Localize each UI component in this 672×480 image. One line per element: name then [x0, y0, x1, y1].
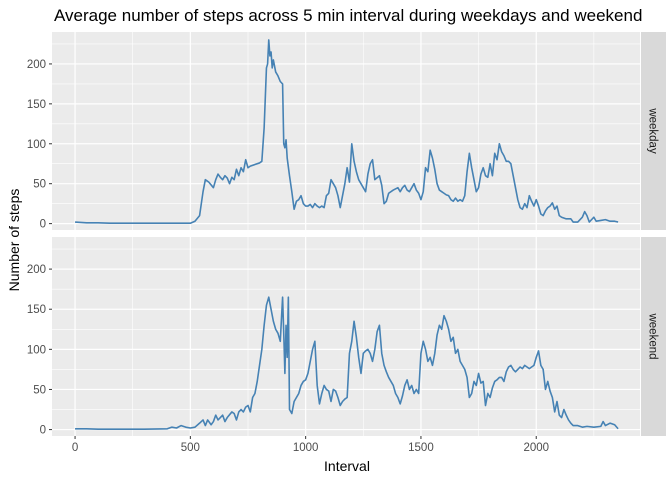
y-tick-label: 100: [27, 344, 46, 356]
y-tick-label: 0: [40, 425, 46, 437]
facet-strip: [641, 237, 666, 436]
x-tick-label: 2000: [523, 442, 549, 454]
y-tick-label: 150: [27, 304, 46, 316]
y-tick-label: 0: [40, 219, 46, 231]
facet-strip-label: weekend: [647, 312, 659, 359]
chart-title: Average number of steps across 5 min int…: [54, 6, 642, 25]
y-tick-label: 50: [33, 179, 46, 191]
facet-weekday: 0 50 100 150 200 weekday: [27, 32, 666, 231]
x-tick-label: 1000: [293, 442, 319, 454]
x-axis-label: Interval: [324, 458, 370, 474]
y-axis-label: Number of steps: [6, 189, 22, 292]
y-tick-label: 200: [27, 59, 46, 71]
facet-weekend: 0 50 100 150 200 weekend: [27, 237, 666, 437]
panel-background: [52, 237, 640, 436]
y-tick-label: 200: [27, 264, 46, 276]
series-line-weekend: [75, 296, 619, 430]
facet-strip: [641, 32, 666, 230]
x-tick-label: 500: [181, 442, 200, 454]
y-tick-label: 50: [33, 384, 46, 396]
panel-background: [52, 32, 640, 230]
facet-strip-label: weekday: [647, 107, 659, 154]
x-tick-label: 0: [72, 442, 78, 454]
y-tick-label: 150: [27, 99, 46, 111]
y-tick-label: 100: [27, 139, 46, 151]
x-tick-label: 1500: [408, 442, 434, 454]
facet-panels: 0 50 100 150 200 weekday 0 50 100 150 200 weekend 0 5…: [27, 32, 666, 454]
series-line-weekday: [75, 39, 619, 225]
